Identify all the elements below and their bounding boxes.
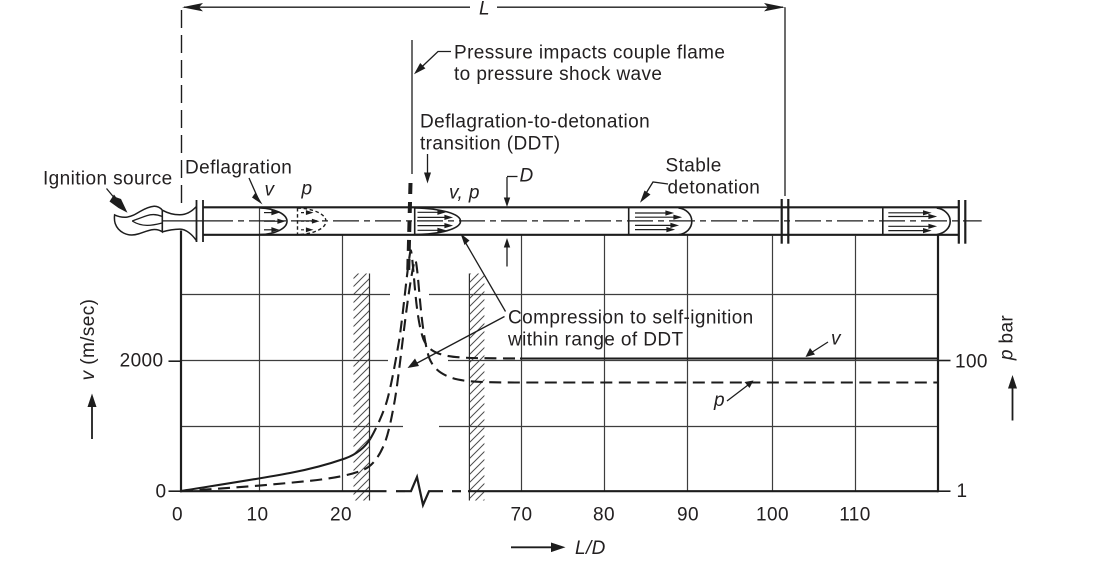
svg-text:p bar: p bar	[997, 315, 1018, 362]
svg-text:90: 90	[677, 505, 699, 526]
svg-text:20: 20	[330, 505, 352, 526]
svg-text:Deflagration-to-detonation: Deflagration-to-detonation	[420, 112, 650, 133]
svg-text:v (m/sec): v (m/sec)	[78, 299, 99, 381]
svg-text:1: 1	[957, 481, 968, 502]
svg-text:L/D: L/D	[575, 538, 606, 559]
svg-text:0: 0	[172, 505, 183, 526]
svg-text:80: 80	[593, 505, 615, 526]
svg-text:70: 70	[511, 505, 533, 526]
svg-text:110: 110	[839, 505, 871, 526]
svg-text:D: D	[520, 166, 534, 187]
svg-text:to pressure shock wave: to pressure shock wave	[454, 64, 662, 85]
svg-text:v: v	[831, 329, 842, 350]
svg-text:v: v	[265, 180, 276, 201]
svg-text:v, p: v, p	[449, 183, 480, 204]
svg-text:Deflagration: Deflagration	[185, 158, 292, 179]
svg-text:p: p	[713, 390, 725, 411]
svg-text:Ignition source: Ignition source	[43, 169, 173, 190]
svg-text:Pressure impacts couple flame: Pressure impacts couple flame	[454, 43, 725, 64]
svg-text:p: p	[301, 179, 313, 200]
svg-text:transition (DDT): transition (DDT)	[420, 134, 560, 155]
svg-text:10: 10	[247, 505, 269, 526]
svg-text:L: L	[479, 0, 490, 20]
svg-text:100: 100	[955, 352, 988, 373]
svg-text:Stable: Stable	[666, 156, 722, 177]
svg-text:100: 100	[756, 505, 789, 526]
svg-text:detonation: detonation	[668, 178, 761, 199]
svg-text:2000: 2000	[120, 351, 164, 372]
svg-text:0: 0	[156, 482, 167, 503]
svg-text:Compression to self-ignition: Compression to self-ignition	[508, 308, 754, 329]
svg-text:within range of DDT: within range of DDT	[507, 330, 684, 351]
